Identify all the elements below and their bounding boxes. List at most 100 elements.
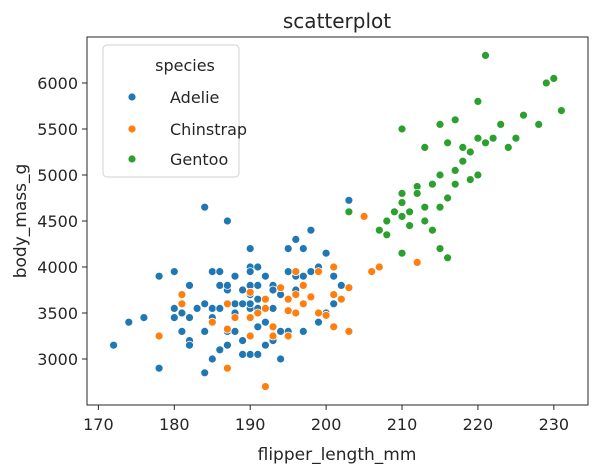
point-adelie — [238, 299, 248, 309]
point-gentoo — [519, 110, 528, 120]
point-chinstrap — [412, 257, 422, 267]
point-gentoo — [443, 193, 453, 203]
y-tick-label: 3000 — [37, 350, 78, 369]
point-chinstrap — [321, 310, 331, 320]
point-adelie — [169, 313, 179, 323]
point-chinstrap — [154, 331, 164, 341]
point-gentoo — [488, 133, 498, 143]
point-adelie — [139, 313, 149, 323]
point-adelie — [260, 340, 270, 350]
point-adelie — [329, 271, 339, 281]
y-tick-label: 6000 — [37, 74, 78, 93]
y-axis: 3000 3500 4000 4500 5000 5500 6000 — [37, 74, 87, 369]
y-tick-label: 5000 — [37, 166, 78, 185]
point-chinstrap — [260, 382, 270, 392]
legend-marker-chinstrap — [127, 124, 137, 134]
point-adelie — [306, 267, 316, 277]
point-gentoo — [382, 216, 392, 226]
x-tick-label: 190 — [235, 415, 266, 434]
point-gentoo — [450, 165, 460, 175]
point-gentoo — [503, 142, 513, 152]
point-adelie — [245, 267, 255, 277]
point-adelie — [344, 195, 354, 205]
legend-title: species — [155, 56, 215, 75]
point-adelie — [268, 303, 278, 313]
point-chinstrap — [374, 262, 384, 272]
point-adelie — [314, 317, 323, 327]
point-gentoo — [473, 133, 483, 143]
point-adelie — [321, 248, 331, 258]
point-adelie — [238, 349, 248, 359]
point-adelie — [298, 271, 308, 281]
point-chinstrap — [268, 331, 278, 341]
legend-box — [102, 44, 240, 178]
point-adelie — [230, 299, 240, 309]
point-adelie — [215, 303, 225, 313]
point-chinstrap — [329, 322, 339, 332]
point-adelie — [185, 340, 194, 350]
point-chinstrap — [283, 294, 293, 304]
point-adelie — [245, 244, 255, 254]
point-chinstrap — [283, 331, 293, 341]
point-gentoo — [435, 244, 445, 254]
x-tick-label: 170 — [83, 415, 114, 434]
point-adelie — [230, 326, 240, 336]
point-gentoo — [405, 221, 415, 231]
y-tick-label: 4000 — [37, 258, 78, 277]
x-axis: 170 180 190 200 210 220 230 — [83, 405, 569, 434]
point-chinstrap — [329, 262, 339, 272]
point-gentoo — [443, 253, 453, 263]
point-adelie — [329, 299, 339, 309]
point-gentoo — [450, 179, 460, 189]
point-adelie — [238, 285, 248, 295]
point-adelie — [238, 336, 248, 346]
point-gentoo — [465, 175, 475, 185]
point-gentoo — [534, 120, 544, 129]
point-adelie — [245, 299, 255, 309]
point-gentoo — [511, 133, 521, 143]
point-gentoo — [420, 142, 430, 152]
point-gentoo — [481, 51, 490, 60]
point-gentoo — [435, 120, 445, 129]
point-adelie — [298, 244, 308, 254]
point-gentoo — [344, 207, 354, 217]
point-gentoo — [420, 216, 430, 226]
point-chinstrap — [306, 292, 316, 302]
point-chinstrap — [344, 326, 354, 336]
point-chinstrap — [367, 267, 377, 277]
point-chinstrap — [291, 267, 301, 277]
point-adelie — [124, 317, 134, 327]
point-adelie — [306, 225, 316, 235]
legend-marker-adelie — [127, 92, 137, 102]
point-adelie — [245, 349, 255, 359]
point-chinstrap — [177, 299, 187, 309]
point-adelie — [253, 349, 263, 359]
point-gentoo — [389, 207, 399, 217]
point-adelie — [253, 322, 263, 332]
point-adelie — [154, 363, 164, 373]
point-gentoo — [374, 225, 384, 235]
point-gentoo — [382, 230, 392, 240]
legend-label-adelie: Adelie — [170, 88, 219, 107]
point-chinstrap — [314, 267, 323, 277]
y-tick-label: 4500 — [37, 212, 78, 231]
y-axis-label: body_mass_g — [11, 164, 31, 279]
y-tick-label: 5500 — [37, 120, 78, 139]
point-adelie — [222, 340, 232, 350]
point-chinstrap — [298, 280, 308, 290]
point-chinstrap — [298, 299, 308, 309]
point-gentoo — [458, 142, 468, 152]
legend-marker-gentoo — [127, 154, 137, 164]
point-gentoo — [450, 115, 460, 125]
point-chinstrap — [245, 313, 255, 323]
point-chinstrap — [283, 306, 293, 316]
point-adelie — [215, 267, 225, 277]
point-chinstrap — [336, 294, 346, 304]
point-gentoo — [412, 188, 422, 198]
x-axis-label: flipper_length_mm — [258, 445, 417, 465]
point-adelie — [276, 326, 286, 336]
x-tick-label: 230 — [539, 415, 570, 434]
point-gentoo — [557, 106, 566, 115]
point-chinstrap — [268, 322, 278, 332]
